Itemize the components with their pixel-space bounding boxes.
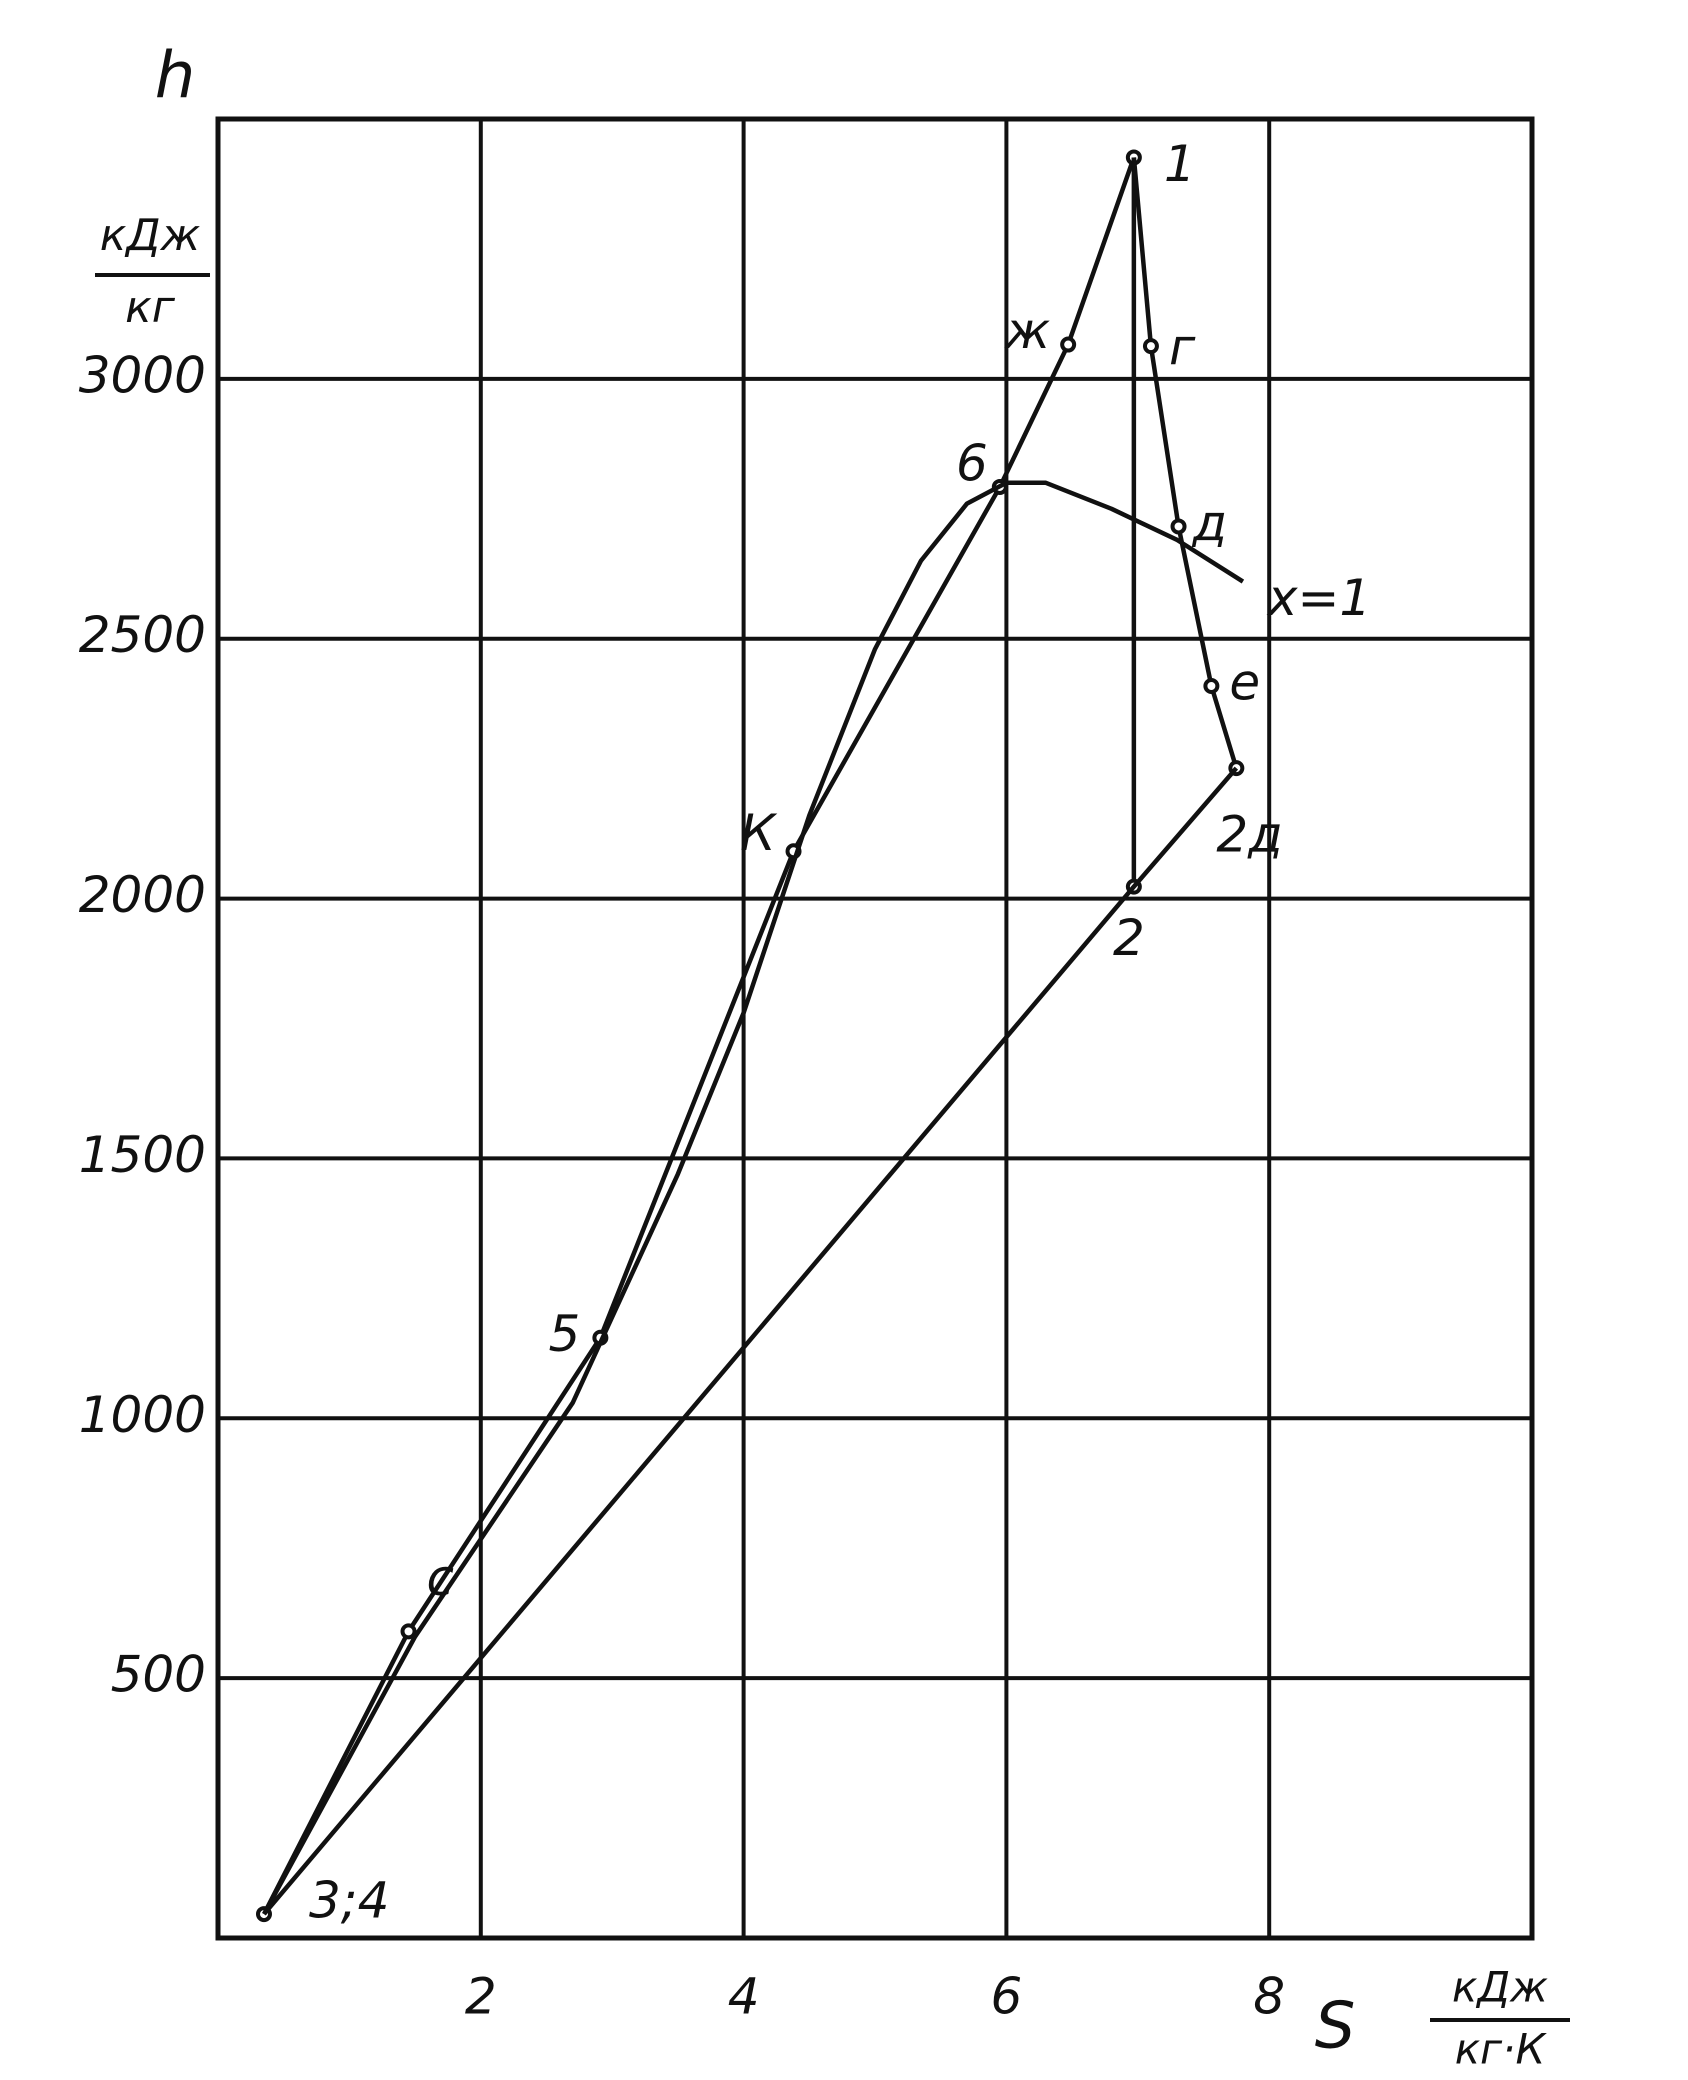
y-axis-label: h xyxy=(155,40,196,114)
state-point xyxy=(400,1623,417,1640)
point-label: 2д xyxy=(1216,806,1282,864)
curve xyxy=(262,480,1245,1916)
curve xyxy=(262,766,1239,1916)
point-label: 5 xyxy=(549,1305,581,1363)
y-tick-label: 1000 xyxy=(79,1386,206,1444)
y-tick-label: 1500 xyxy=(79,1126,206,1184)
x-tick-label: 8 xyxy=(1253,1968,1285,2026)
y-tick-label: 2500 xyxy=(79,606,206,664)
point-label: ж xyxy=(1004,302,1050,360)
state-point xyxy=(1060,336,1077,353)
plot-frame xyxy=(215,116,1535,1941)
x-unit-bottom: кг·К xyxy=(1455,2025,1548,2074)
state-point xyxy=(1203,678,1220,695)
y-tick-label: 3000 xyxy=(79,346,206,404)
x-tick-label: 2 xyxy=(465,1968,497,2026)
y-tick-label: 2000 xyxy=(79,866,206,924)
curve xyxy=(1131,157,1239,769)
state-point xyxy=(1142,338,1159,355)
point-label: е xyxy=(1229,654,1260,712)
curve-label: x=1 xyxy=(1266,569,1371,627)
x-tick-label: 4 xyxy=(728,1968,760,2026)
point-label: 2 xyxy=(1113,909,1145,967)
point-label: 1 xyxy=(1164,135,1196,193)
y-unit-top: кДж xyxy=(100,210,201,261)
curve xyxy=(261,156,1136,1916)
x-tick-label: 6 xyxy=(990,1968,1022,2026)
y-unit-bottom: кг xyxy=(125,282,176,333)
state-point xyxy=(1170,518,1187,535)
point-label: К xyxy=(740,804,778,862)
y-tick-label: 500 xyxy=(111,1646,206,1704)
point-label: г xyxy=(1169,319,1196,377)
point-label: 3;4 xyxy=(309,1872,389,1930)
x-unit-top: кДж xyxy=(1452,1963,1548,2012)
x-axis-label: S xyxy=(1315,1990,1356,2064)
point-label: 6 xyxy=(956,434,988,492)
point-label: д xyxy=(1192,494,1228,552)
